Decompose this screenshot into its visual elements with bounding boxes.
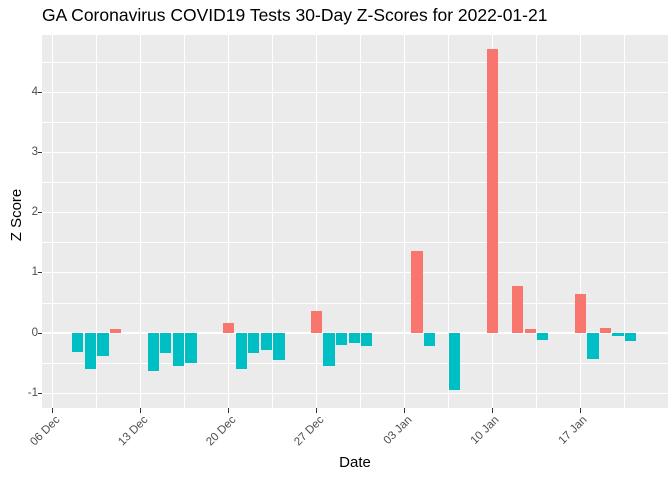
bar-2021-12-11	[109, 329, 122, 333]
minor-gridline-horizontal	[42, 242, 668, 244]
major-gridline-vertical	[52, 35, 54, 408]
y-tick-label: 0	[31, 326, 38, 339]
bar-2021-12-31	[361, 333, 373, 347]
bar-2022-01-05	[424, 333, 436, 346]
bar-2022-01-21	[625, 333, 637, 341]
y-tick-mark	[37, 212, 42, 214]
x-tick-label: 10 Jan	[469, 414, 502, 447]
bar-2021-12-08	[72, 333, 84, 352]
x-tick-mark	[140, 408, 142, 413]
bar-2022-01-12	[511, 286, 524, 333]
x-tick-mark	[491, 408, 493, 413]
major-gridline-vertical	[139, 35, 142, 408]
y-tick-mark	[37, 332, 42, 334]
plot-panel	[42, 35, 668, 408]
x-tick-label: 13 Dec	[115, 414, 151, 449]
y-tick-mark	[37, 272, 42, 274]
x-axis-title: Date	[339, 454, 371, 471]
x-tick-mark	[404, 408, 406, 413]
x-tick-label: 06 Dec	[27, 414, 63, 449]
major-gridline-vertical	[403, 35, 406, 408]
x-tick-label: 17 Jan	[557, 414, 590, 447]
bar-2021-12-24	[273, 333, 285, 361]
minor-gridline-horizontal	[42, 121, 668, 123]
major-gridline-horizontal	[42, 272, 668, 274]
bar-2021-12-09	[84, 333, 97, 370]
major-gridline-horizontal	[42, 151, 668, 154]
minor-gridline-vertical	[184, 35, 186, 408]
minor-gridline-horizontal	[42, 182, 668, 183]
minor-gridline-vertical	[448, 35, 449, 408]
bar-2022-01-07	[449, 333, 461, 390]
x-tick-mark	[579, 408, 581, 413]
y-tick-mark	[37, 91, 42, 93]
bar-2021-12-22	[248, 333, 260, 354]
major-gridline-horizontal	[42, 392, 668, 394]
x-tick-mark	[52, 408, 54, 413]
y-tick-label: -1	[27, 386, 38, 399]
bar-2022-01-04	[411, 250, 423, 333]
bar-2022-01-17	[574, 293, 587, 333]
y-tick-label: 4	[31, 85, 38, 98]
minor-gridline-vertical	[624, 35, 625, 408]
minor-gridline-vertical	[272, 35, 273, 408]
bar-2021-12-16	[172, 333, 184, 367]
minor-gridline-vertical	[96, 35, 98, 408]
bar-2021-12-28	[323, 333, 335, 366]
bar-2021-12-14	[147, 333, 159, 371]
y-tick-label: 2	[31, 206, 38, 219]
bar-2022-01-10	[486, 48, 499, 333]
y-tick-mark	[37, 392, 42, 394]
bar-2021-12-10	[97, 333, 109, 356]
bar-2021-12-30	[348, 333, 360, 344]
bar-2022-01-14	[537, 333, 549, 341]
major-gridline-vertical	[579, 35, 582, 408]
x-tick-mark	[228, 408, 230, 413]
minor-gridline-vertical	[536, 35, 537, 408]
minor-gridline-horizontal	[42, 61, 668, 63]
bar-2021-12-15	[160, 333, 172, 353]
x-tick-label: 20 Dec	[203, 414, 239, 449]
bar-2021-12-17	[185, 333, 197, 364]
y-tick-label: 3	[31, 145, 38, 158]
major-gridline-vertical	[227, 35, 230, 408]
bar-2022-01-19	[599, 328, 612, 333]
bar-2021-12-27	[310, 310, 323, 333]
bar-2021-12-23	[260, 333, 272, 351]
bar-2022-01-13	[524, 328, 536, 333]
bar-2022-01-18	[587, 333, 599, 360]
chart-title: GA Coronavirus COVID19 Tests 30-Day Z-Sc…	[42, 5, 548, 25]
major-gridline-vertical	[315, 35, 318, 408]
major-gridline-horizontal	[42, 91, 668, 93]
major-gridline-horizontal	[42, 332, 668, 334]
minor-gridline-horizontal	[42, 302, 668, 304]
bar-2022-01-20	[612, 333, 624, 336]
major-gridline-horizontal	[42, 211, 668, 214]
bar-2021-12-29	[336, 333, 348, 346]
minor-gridline-horizontal	[42, 362, 668, 364]
minor-gridline-vertical	[360, 35, 361, 408]
bar-2021-12-20	[222, 322, 235, 333]
x-tick-mark	[316, 408, 318, 413]
y-tick-label: 1	[31, 266, 38, 279]
bar-2021-12-21	[235, 333, 247, 369]
y-tick-mark	[37, 151, 42, 153]
